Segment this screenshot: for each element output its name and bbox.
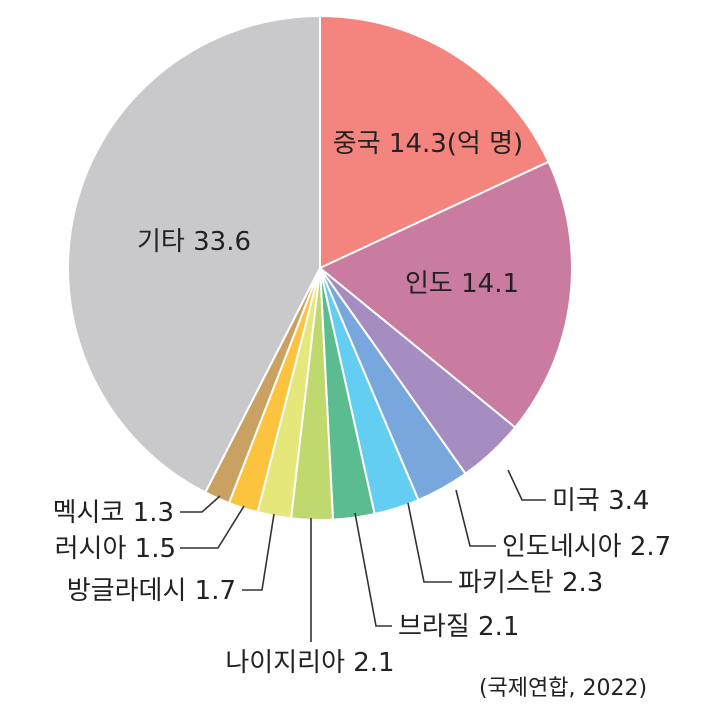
- slice-3-label: 미국 3.4: [552, 486, 649, 516]
- slice-1-label: 중국 14.3(억 명): [333, 129, 523, 159]
- leader-lines: [180, 469, 546, 642]
- slice-7-label: 나이지리아 2.1: [225, 648, 394, 678]
- slice-11-label: 기타 33.6: [137, 227, 251, 257]
- slice-8-label: 방글라데시 1.7: [67, 576, 236, 606]
- slice-3-leader-line: [507, 469, 546, 501]
- slice-2-label: 인도 14.1: [405, 269, 519, 299]
- slice-5-leader-line: [407, 502, 452, 583]
- slice-4-label: 인도네시아 2.7: [502, 532, 671, 562]
- slice-10-leader-line: [180, 495, 221, 513]
- slice-9-leader-line: [180, 505, 245, 549]
- source-note: (국제연합, 2022): [479, 676, 647, 701]
- slice-8-leader-line: [242, 513, 275, 591]
- slice-labels: 중국 14.3(억 명) 인도 14.1 미국 3.4 인도네시아 2.7 파키스탄 2…: [53, 129, 672, 678]
- slice-6-leader-line: [354, 512, 392, 627]
- slice-5-label: 파키스탄 2.3: [458, 568, 603, 598]
- slice-10-label: 멕시코 1.3: [53, 498, 174, 528]
- slice-4-leader-line: [455, 489, 496, 547]
- slice-9-label: 러시아 1.5: [55, 534, 176, 564]
- pie-rim: [67, 15, 573, 521]
- pie-slices: [67, 14, 573, 521]
- slice-6-label: 브라질 2.1: [398, 612, 519, 642]
